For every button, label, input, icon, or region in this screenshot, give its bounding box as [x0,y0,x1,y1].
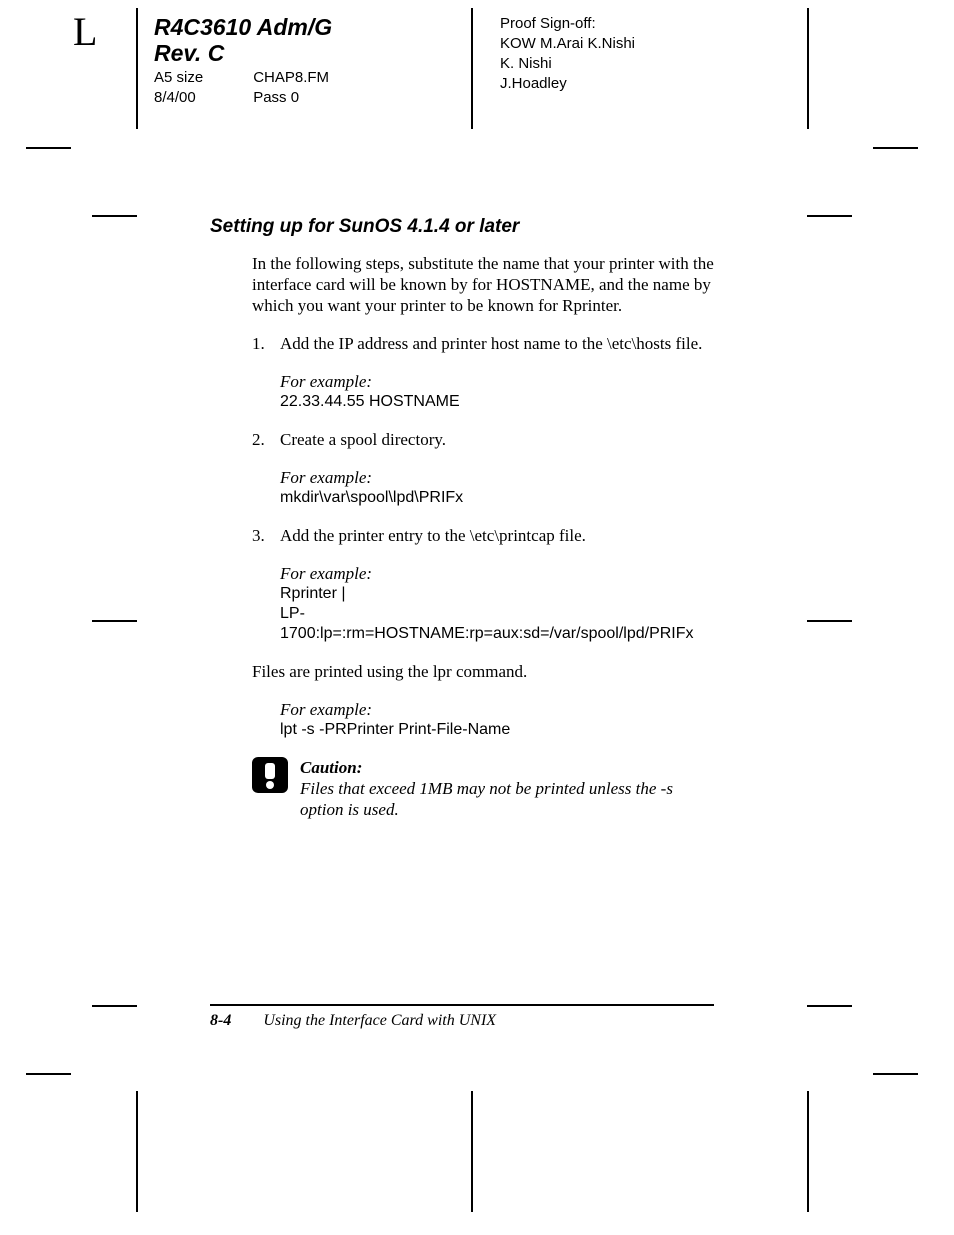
doc-id-line1: R4C3610 Adm/G [154,14,332,40]
crop-mark [92,215,137,217]
lpr-paragraph: Files are printed using the lpr command. [252,661,717,682]
step-2-example: For example: mkdir\var\spool\lpd\PRIFx [280,467,717,508]
proof-line: KOW M.Arai K.Nishi [500,34,635,54]
example-code: mkdir\var\spool\lpd\PRIFx [280,488,717,508]
lpr-example: For example: lpt -s -PRPrinter Print-Fil… [280,699,717,740]
step-3: 3. Add the printer entry to the \etc\pri… [252,525,717,546]
example-code: LP-1700:lp=:rm=HOSTNAME:rp=aux:sd=/var/s… [280,604,717,644]
doc-date: 8/4/00 [154,88,203,108]
crop-mark [471,8,473,129]
step-text: Add the printer entry to the \etc\printc… [280,525,717,546]
step-number: 3. [252,525,280,546]
chapter-title: Using the Interface Card with UNIX [263,1012,496,1029]
example-label: For example: [280,699,717,720]
example-code: lpt -s -PRPrinter Print-File-Name [280,720,717,740]
intro-paragraph: In the following steps, substitute the n… [252,253,717,316]
footer-rule [210,1004,714,1006]
proof-line: K. Nishi [500,54,635,74]
step-number: 2. [252,429,280,450]
crop-mark [26,1073,71,1075]
page: L R4C3610 Adm/G Rev. C A5 size 8/4/00 CH… [0,0,954,1235]
crop-mark [92,620,137,622]
caution-body: Files that exceed 1MB may not be printed… [300,779,673,819]
example-label: For example: [280,371,717,392]
doc-pass: Pass 0 [253,88,329,108]
doc-header: R4C3610 Adm/G Rev. C A5 size 8/4/00 CHAP… [154,14,332,108]
proof-line: J.Hoadley [500,74,635,94]
crop-mark [807,8,809,129]
doc-id-line2: Rev. C [154,40,332,66]
example-code: Rprinter | [280,584,717,604]
example-label: For example: [280,563,717,584]
proof-title: Proof Sign-off: [500,14,635,34]
step-text: Add the IP address and printer host name… [280,333,717,354]
caution-block: Caution: Files that exceed 1MB may not b… [252,757,717,820]
step-number: 1. [252,333,280,354]
crop-mark [92,1005,137,1007]
paper-size: A5 size [154,68,203,88]
step-1: 1. Add the IP address and printer host n… [252,333,717,354]
caution-label: Caution: [300,758,362,777]
crop-mark [873,147,918,149]
crop-mark [807,1091,809,1212]
crop-mark [807,1005,852,1007]
caution-icon [252,757,288,793]
crop-mark [873,1073,918,1075]
proof-signoff: Proof Sign-off: KOW M.Arai K.Nishi K. Ni… [500,14,635,94]
crop-mark [136,1091,138,1212]
crop-mark [26,147,71,149]
example-label: For example: [280,467,717,488]
page-number: 8-4 [210,1012,231,1029]
page-side-mark: L [73,8,97,55]
doc-file: CHAP8.FM [253,68,329,88]
crop-mark [471,1091,473,1212]
crop-mark [136,8,138,129]
crop-mark [807,215,852,217]
section-title: Setting up for SunOS 4.1.4 or later [210,216,519,238]
page-footer: 8-4 Using the Interface Card with UNIX [210,1012,496,1030]
step-1-example: For example: 22.33.44.55 HOSTNAME [280,371,717,412]
step-2: 2. Create a spool directory. [252,429,717,450]
example-code: 22.33.44.55 HOSTNAME [280,392,717,412]
caution-text: Caution: Files that exceed 1MB may not b… [300,757,717,820]
step-3-example: For example: Rprinter | LP-1700:lp=:rm=H… [280,563,717,644]
step-text: Create a spool directory. [280,429,717,450]
body-content: In the following steps, substitute the n… [252,253,717,820]
crop-mark [807,620,852,622]
